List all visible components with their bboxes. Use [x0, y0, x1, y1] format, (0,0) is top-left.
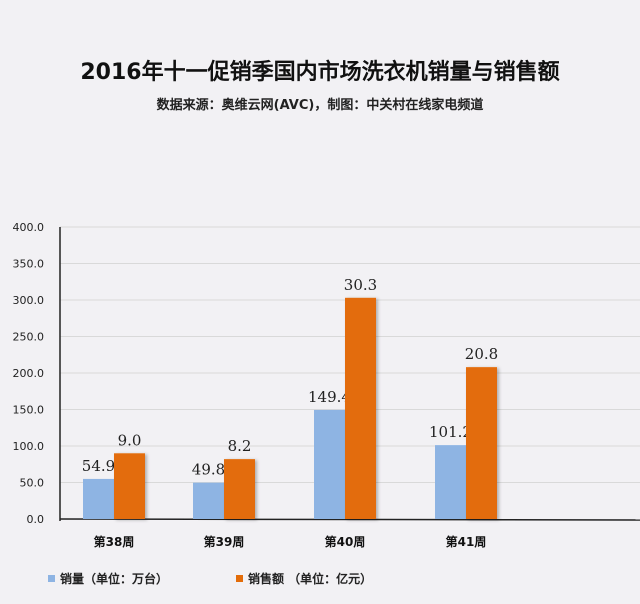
y-tick-label: 100.0 [13, 440, 45, 453]
data-label-revenue: 20.8 [465, 345, 498, 363]
x-category-label: 第38周 [94, 534, 135, 549]
data-label-volume: 101.2 [429, 423, 472, 441]
y-tick-label: 350.0 [13, 258, 45, 271]
bar-volume [193, 482, 224, 519]
bar-revenue [224, 459, 255, 519]
legend-label-revenue: 销售额 （单位：亿元） [248, 572, 373, 586]
y-tick-label: 200.0 [13, 367, 45, 380]
y-tick-label: 0.0 [27, 513, 45, 526]
data-label-revenue: 9.0 [118, 431, 142, 449]
y-tick-label: 250.0 [13, 331, 45, 344]
legend-item-volume: 销量（单位：万台） [48, 570, 168, 587]
data-label-volume: 49.8 [192, 461, 225, 479]
bar-volume [435, 445, 466, 519]
data-label-revenue: 8.2 [228, 437, 252, 455]
legend-item-revenue: 销售额 （单位：亿元） [236, 570, 372, 587]
bar-revenue [466, 367, 497, 519]
x-category-label: 第39周 [204, 534, 245, 549]
y-tick-label: 400.0 [13, 221, 45, 234]
legend-swatch-revenue [236, 575, 243, 582]
y-tick-label: 50.0 [20, 477, 45, 490]
data-label-volume: 149.4 [308, 388, 351, 406]
bar-revenue [114, 453, 145, 519]
y-tick-label: 150.0 [13, 404, 45, 417]
legend-label-volume: 销量（单位：万台） [60, 572, 169, 586]
x-axis [59, 518, 640, 521]
bar-volume [314, 409, 345, 519]
chart-subtitle: 数据来源：奥维云网(AVC)，制图：中关村在线家电频道 [156, 98, 484, 113]
data-label-revenue: 30.3 [344, 276, 377, 294]
chart-title: 2016年十一促销季国内市场洗衣机销量与销售额 [80, 60, 560, 85]
x-category-label: 第41周 [446, 534, 487, 549]
bar-volume [83, 478, 114, 519]
legend-swatch-volume [48, 575, 55, 582]
y-tick-label: 300.0 [13, 294, 45, 307]
x-category-label: 第40周 [325, 534, 366, 549]
data-label-volume: 54.9 [82, 457, 115, 475]
bar-revenue [345, 297, 376, 519]
